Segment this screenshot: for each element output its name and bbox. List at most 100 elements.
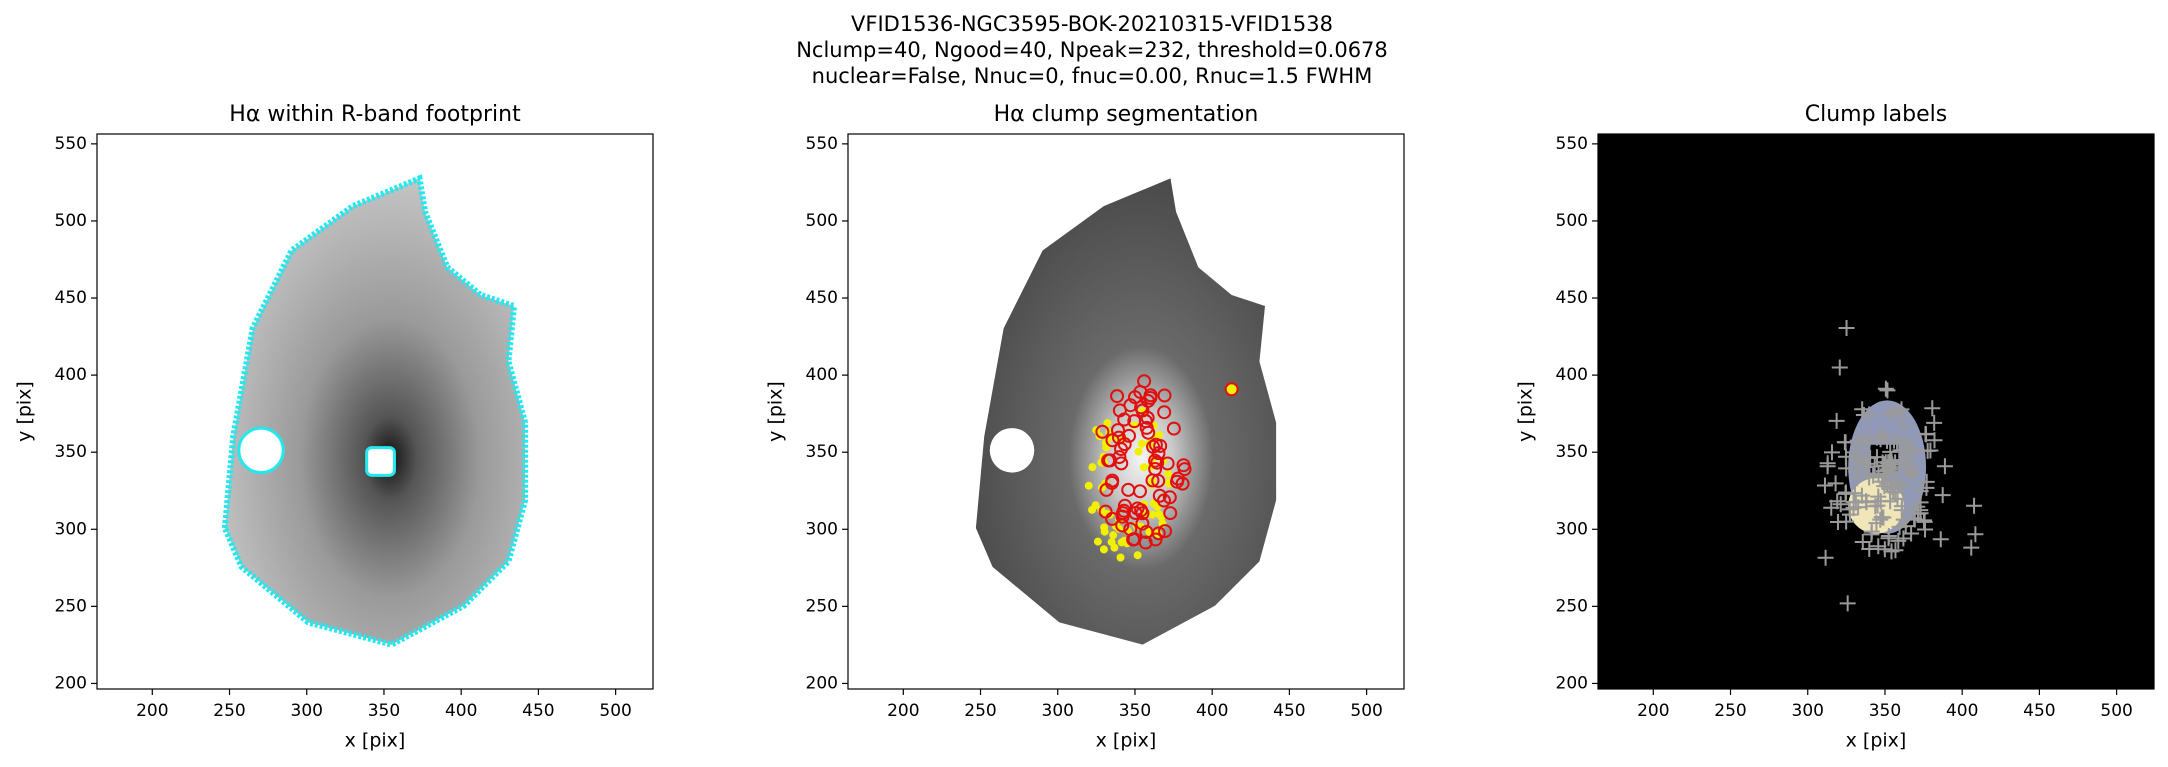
peak-marker bbox=[1848, 453, 1865, 470]
clump-peak bbox=[1141, 393, 1156, 408]
figure-title: nuclear=False, Nnuc=0, fnuc=0.00, Rnuc=1… bbox=[812, 64, 1373, 88]
clump-peak bbox=[1224, 382, 1239, 397]
segment-pixel bbox=[1084, 481, 1093, 490]
y-tick-label: 450 bbox=[806, 288, 838, 308]
y-tick-label: 200 bbox=[1556, 673, 1588, 693]
y-tick-label: 400 bbox=[1556, 365, 1588, 385]
galaxy-image bbox=[221, 174, 529, 648]
peak-marker bbox=[1904, 464, 1921, 481]
axes-frame bbox=[96, 133, 654, 690]
y-axis-label: y [pix] bbox=[1515, 381, 1537, 442]
y-tick-label: 550 bbox=[55, 134, 87, 154]
peak-marker bbox=[1926, 432, 1943, 449]
y-tick-label: 300 bbox=[55, 519, 87, 539]
clump-peak bbox=[1137, 374, 1152, 389]
clump-peak bbox=[1157, 405, 1172, 420]
peak-marker bbox=[1870, 538, 1887, 555]
peak-marker bbox=[1912, 494, 1929, 511]
clump-peak bbox=[1134, 503, 1149, 518]
x-tick-label: 250 bbox=[1714, 701, 1746, 721]
y-tick-label: 450 bbox=[55, 288, 87, 308]
y-axis-label: y [pix] bbox=[14, 381, 36, 442]
x-tick-label: 300 bbox=[1042, 701, 1074, 721]
masked-star bbox=[989, 428, 1035, 473]
x-tick-label: 200 bbox=[887, 701, 919, 721]
peak-marker bbox=[1857, 458, 1874, 475]
peak-marker bbox=[1924, 400, 1941, 417]
x-axis-label: x [pix] bbox=[1096, 730, 1157, 752]
y-tick-label: 300 bbox=[1556, 519, 1588, 539]
clump-peak bbox=[1112, 450, 1127, 465]
segment-pixel bbox=[1148, 510, 1157, 519]
peak-marker bbox=[1883, 543, 1900, 560]
clump-peak bbox=[1170, 474, 1185, 489]
x-tick-label: 300 bbox=[291, 701, 323, 721]
x-tick-label: 350 bbox=[368, 701, 400, 721]
peak-marker bbox=[1837, 484, 1854, 501]
peak-marker bbox=[1890, 532, 1907, 549]
y-tick-label: 400 bbox=[806, 365, 838, 385]
peak-marker bbox=[1828, 412, 1845, 429]
clump-peak bbox=[1110, 389, 1125, 404]
figure-title: Nclump=40, Ngood=40, Npeak=232, threshol… bbox=[796, 38, 1388, 62]
peak-marker bbox=[1903, 465, 1920, 482]
y-tick-label: 350 bbox=[55, 442, 87, 462]
clump-peak bbox=[1132, 484, 1147, 499]
clump-peak bbox=[1139, 524, 1154, 539]
clump-peak bbox=[1148, 532, 1163, 547]
peak-marker bbox=[1872, 511, 1889, 528]
panel-title: Hα clump segmentation bbox=[994, 102, 1259, 127]
y-tick-label: 500 bbox=[806, 211, 838, 231]
x-tick-label: 200 bbox=[1637, 701, 1669, 721]
x-tick-label: 300 bbox=[1792, 701, 1824, 721]
image-panel bbox=[1598, 134, 2154, 689]
peak-marker bbox=[1877, 380, 1894, 397]
x-tick-label: 450 bbox=[522, 701, 554, 721]
y-tick-label: 550 bbox=[1556, 134, 1588, 154]
clump-peak bbox=[1117, 437, 1132, 452]
segment-pixel bbox=[1093, 537, 1102, 546]
clump-peak bbox=[1160, 456, 1175, 471]
y-tick-label: 550 bbox=[806, 134, 838, 154]
peak-marker bbox=[1838, 513, 1855, 530]
peak-marker bbox=[1846, 444, 1863, 461]
segment-pixel bbox=[1116, 553, 1125, 562]
peak-marker bbox=[1876, 457, 1893, 474]
segment-pixel bbox=[1164, 469, 1173, 478]
clump-peak bbox=[1150, 455, 1165, 470]
y-tick-label: 500 bbox=[1556, 211, 1588, 231]
segment-pixel bbox=[1103, 419, 1112, 428]
peak-marker bbox=[1902, 467, 1919, 484]
segment-pixel bbox=[1099, 545, 1108, 554]
x-tick-label: 450 bbox=[2023, 701, 2055, 721]
segment-pixel bbox=[1109, 531, 1118, 540]
peak-marker bbox=[1889, 474, 1906, 491]
y-tick-label: 200 bbox=[55, 673, 87, 693]
peak-marker bbox=[1838, 320, 1855, 337]
peak-marker bbox=[1861, 541, 1878, 558]
peak-marker bbox=[1823, 499, 1840, 516]
x-tick-label: 500 bbox=[599, 701, 631, 721]
peak-marker bbox=[1936, 458, 1953, 475]
peak-marker bbox=[1823, 444, 1840, 461]
peak-marker bbox=[1880, 530, 1897, 547]
y-tick-label: 250 bbox=[806, 596, 838, 616]
peak-marker bbox=[1934, 487, 1951, 504]
peak-marker bbox=[1849, 432, 1866, 449]
peak-marker bbox=[1831, 359, 1848, 376]
peak-marker bbox=[1919, 442, 1936, 459]
peak-marker bbox=[1816, 477, 1833, 494]
segment-pixel bbox=[1137, 439, 1146, 448]
peak-marker bbox=[1895, 418, 1912, 435]
peak-marker bbox=[1850, 499, 1867, 516]
y-tick-label: 500 bbox=[55, 211, 87, 231]
segment-pixel bbox=[1110, 543, 1119, 552]
clump-peak bbox=[1115, 509, 1130, 524]
masked-core bbox=[365, 446, 396, 477]
peak-marker bbox=[1918, 426, 1935, 443]
peak-marker bbox=[1879, 382, 1896, 399]
peak-marker bbox=[1893, 502, 1910, 519]
peak-marker bbox=[1897, 518, 1914, 535]
masked-star bbox=[237, 426, 285, 475]
